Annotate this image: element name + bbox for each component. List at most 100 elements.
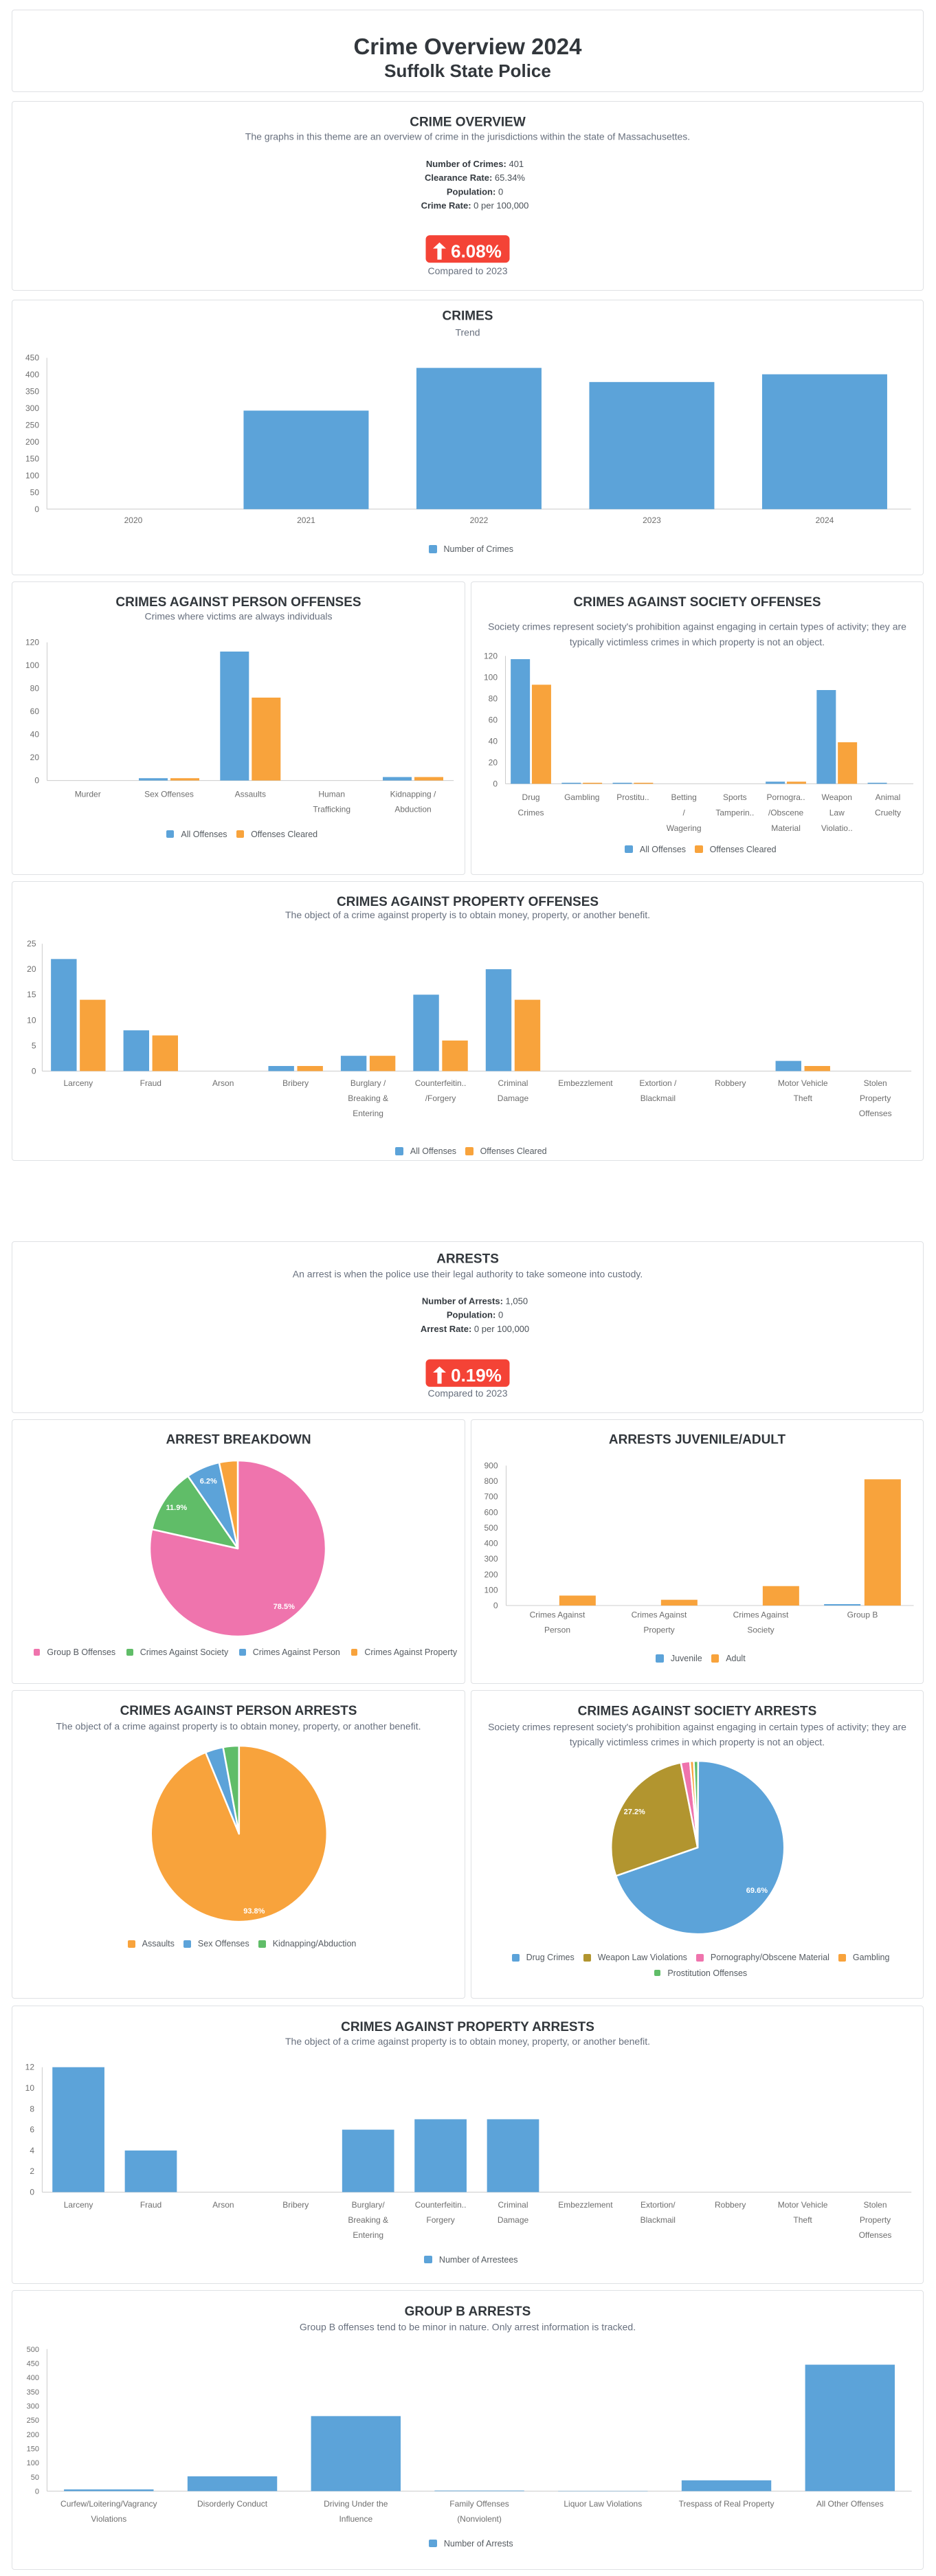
- svg-text:150: 150: [25, 454, 39, 463]
- svg-text:Assaults: Assaults: [235, 790, 266, 799]
- svg-text:Clearance Rate: 65.34%: Clearance Rate: 65.34%: [425, 173, 525, 183]
- svg-text:Prostitu..: Prostitu..: [616, 792, 649, 802]
- svg-text:0: 0: [34, 504, 39, 514]
- svg-text:450: 450: [27, 2360, 39, 2368]
- svg-text:120: 120: [484, 651, 498, 660]
- svg-text:0: 0: [493, 779, 498, 788]
- svg-text:0.19%: 0.19%: [451, 1365, 502, 1386]
- svg-text:Robbery: Robbery: [715, 1078, 746, 1088]
- svg-text:100: 100: [484, 672, 498, 682]
- svg-text:10: 10: [25, 2083, 35, 2093]
- svg-text:12: 12: [25, 2063, 35, 2072]
- svg-text:Suffolk State Police: Suffolk State Police: [384, 60, 551, 81]
- svg-text:An arrest is when the police u: An arrest is when the police use their l…: [293, 1268, 643, 1279]
- svg-text:Embezzlement: Embezzlement: [558, 1078, 613, 1088]
- svg-text:CRIMES: CRIMES: [443, 309, 493, 324]
- svg-text:typically victimless crimes in: typically victimless crimes in which pro…: [570, 1737, 825, 1748]
- svg-text:2024: 2024: [816, 515, 834, 525]
- svg-text:100: 100: [27, 2459, 39, 2467]
- svg-text:15: 15: [27, 990, 36, 999]
- svg-text:93.8%: 93.8%: [243, 1907, 265, 1916]
- svg-text:Society crimes represent socie: Society crimes represent society's prohi…: [488, 1722, 906, 1733]
- svg-text:300: 300: [484, 1554, 498, 1564]
- svg-text:CRIMES AGAINST SOCIETY ARRESTS: CRIMES AGAINST SOCIETY ARRESTS: [578, 1705, 817, 1719]
- svg-text:11.9%: 11.9%: [166, 1504, 188, 1512]
- svg-text:150: 150: [27, 2445, 39, 2453]
- svg-text:Fraud: Fraud: [140, 1078, 161, 1088]
- svg-text:400: 400: [27, 2374, 39, 2382]
- svg-text:typically victimless crimes in: typically victimless crimes in which pro…: [570, 636, 825, 647]
- svg-text:27.2%: 27.2%: [624, 1808, 645, 1816]
- svg-text:Crime Rate: 0 per 100,000: Crime Rate: 0 per 100,000: [421, 201, 529, 211]
- svg-text:0: 0: [35, 2488, 39, 2496]
- svg-text:300: 300: [25, 403, 39, 413]
- svg-text:80: 80: [30, 684, 40, 693]
- svg-text:Bribery: Bribery: [282, 2200, 309, 2210]
- svg-text:Arrest Rate: 0 per 100,000: Arrest Rate: 0 per 100,000: [421, 1324, 529, 1334]
- svg-text:Liquor Law Violations: Liquor Law Violations: [564, 2499, 642, 2509]
- svg-text:Trespass of Real Property: Trespass of Real Property: [679, 2499, 775, 2509]
- svg-text:80: 80: [489, 693, 498, 703]
- svg-text:Arson: Arson: [212, 1078, 234, 1088]
- svg-text:120: 120: [25, 638, 39, 647]
- svg-text:2020: 2020: [124, 515, 143, 525]
- svg-text:Kidnapping /Abduction: Kidnapping / Abduction: [390, 790, 436, 814]
- svg-text:5: 5: [32, 1041, 36, 1050]
- svg-text:78.5%: 78.5%: [274, 1603, 295, 1611]
- svg-text:Compared to 2023: Compared to 2023: [428, 1388, 508, 1399]
- svg-text:Larceny: Larceny: [64, 2200, 93, 2210]
- svg-text:700: 700: [484, 1492, 498, 1502]
- svg-text:Crimes where victims are alway: Crimes where victims are always individu…: [144, 611, 332, 622]
- svg-text:The object of a crime against: The object of a crime against property i…: [285, 909, 650, 920]
- svg-text:Population: 0: Population: 0: [447, 1310, 503, 1320]
- svg-text:8: 8: [30, 2104, 34, 2113]
- svg-text:Group B: Group B: [847, 1610, 878, 1620]
- svg-text:450: 450: [25, 353, 39, 363]
- svg-text:Sex Offenses: Sex Offenses: [144, 790, 194, 799]
- svg-text:100: 100: [25, 471, 39, 480]
- svg-text:2023: 2023: [643, 515, 661, 525]
- svg-text:300: 300: [27, 2402, 39, 2410]
- svg-text:Embezzlement: Embezzlement: [558, 2200, 613, 2210]
- svg-text:2021: 2021: [297, 515, 315, 525]
- svg-text:CRIMES AGAINST SOCIETY OFFENSE: CRIMES AGAINST SOCIETY OFFENSES: [574, 595, 821, 610]
- svg-text:Population: 0: Population: 0: [447, 186, 503, 197]
- svg-text:ARRESTS: ARRESTS: [436, 1252, 499, 1267]
- svg-text:Trend: Trend: [455, 327, 480, 338]
- svg-text:2022: 2022: [470, 515, 489, 525]
- svg-text:CRIMES AGAINST PERSON ARRESTS: CRIMES AGAINST PERSON ARRESTS: [120, 1704, 357, 1718]
- svg-text:400: 400: [25, 370, 39, 379]
- svg-text:20: 20: [489, 757, 498, 767]
- svg-text:Family Offenses(Nonviolent): Family Offenses (Nonviolent): [449, 2499, 509, 2524]
- svg-text:350: 350: [27, 2388, 39, 2397]
- svg-text:0: 0: [493, 1601, 498, 1610]
- svg-text:200: 200: [484, 1570, 498, 1579]
- svg-text:CRIMES AGAINST PROPERTY OFFENS: CRIMES AGAINST PROPERTY OFFENSES: [337, 895, 599, 909]
- svg-text:Counterfeitin..Forgery: Counterfeitin.. Forgery: [415, 2200, 467, 2225]
- svg-text:Crime Overview 2024: Crime Overview 2024: [353, 34, 582, 59]
- svg-text:Fraud: Fraud: [140, 2200, 161, 2210]
- svg-text:50: 50: [30, 487, 40, 497]
- svg-text:10: 10: [27, 1015, 36, 1025]
- svg-text:The graphs in this theme are a: The graphs in this theme are an overview…: [245, 131, 690, 142]
- svg-text:400: 400: [484, 1539, 498, 1548]
- svg-text:ARRESTS JUVENILE/ADULT: ARRESTS JUVENILE/ADULT: [609, 1433, 786, 1447]
- svg-text:250: 250: [27, 2417, 39, 2425]
- svg-text:6.08%: 6.08%: [451, 241, 502, 262]
- svg-text:200: 200: [25, 437, 39, 447]
- svg-text:Counterfeitin../Forgery: Counterfeitin../Forgery: [415, 1078, 467, 1103]
